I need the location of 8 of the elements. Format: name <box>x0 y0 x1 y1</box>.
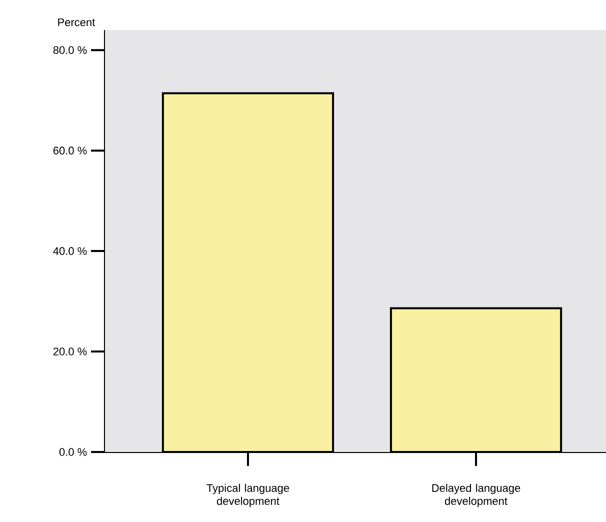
y-tick-label: 60.0 % <box>53 146 87 154</box>
y-tick-label: 0.0 % <box>59 448 87 456</box>
y-tick-label: 40.0 % <box>53 247 87 255</box>
x-tick-label: Typical language development <box>206 484 290 508</box>
y-axis-title: Percent <box>58 18 96 26</box>
y-tick-label: 20.0 % <box>53 348 87 356</box>
x-tick-label: Delayed language development <box>432 484 520 508</box>
y-tick-label: 80.0 % <box>53 46 87 54</box>
